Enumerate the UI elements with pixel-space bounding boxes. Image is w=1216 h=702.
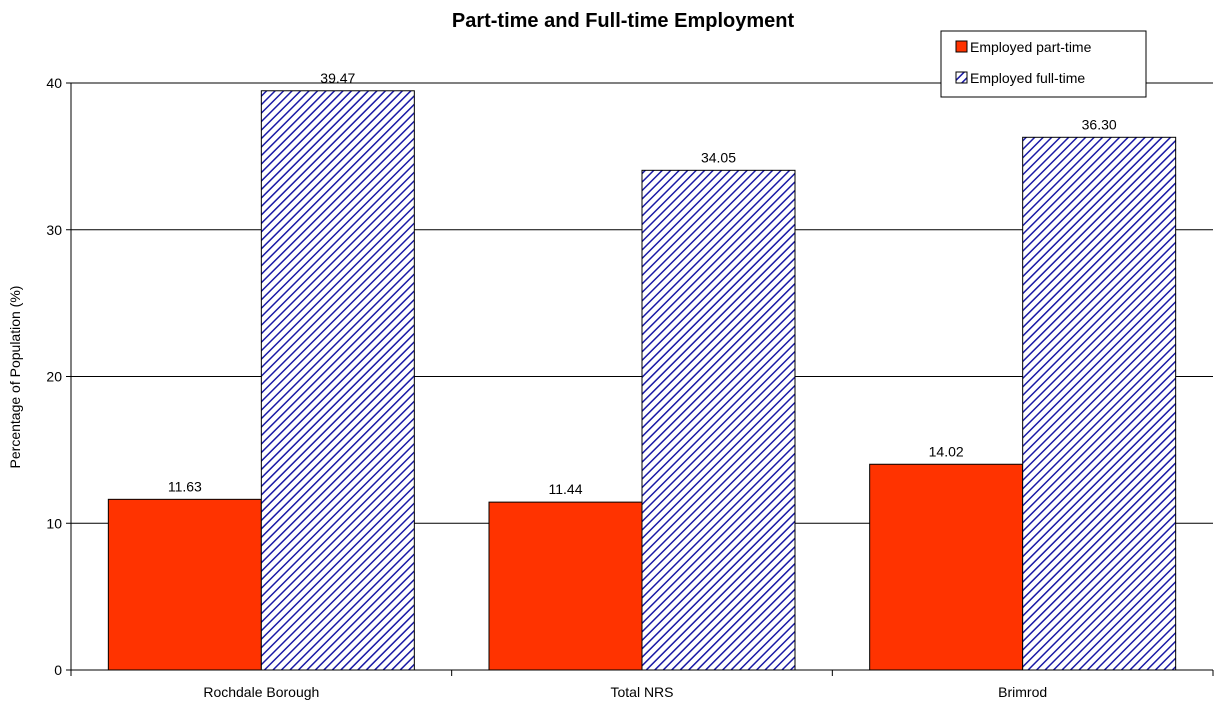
data-label: 39.47 <box>320 70 355 86</box>
category-label: Total NRS <box>610 684 673 700</box>
bar-part-time <box>107 498 262 671</box>
chart-legend: Employed part-time Employed full-time <box>940 30 1147 98</box>
bar-full-time <box>260 90 415 671</box>
y-axis-label: Percentage of Population (%) <box>7 286 23 469</box>
category-label: Rochdale Borough <box>203 684 319 700</box>
bar-part-time <box>869 463 1024 671</box>
y-tick-label: 0 <box>54 662 62 678</box>
legend-label-part-time: Employed part-time <box>970 39 1092 55</box>
legend-label-full-time: Employed full-time <box>970 70 1085 86</box>
data-label: 36.30 <box>1082 116 1117 132</box>
bar-full-time <box>1022 136 1177 671</box>
y-tick-label: 20 <box>46 369 62 385</box>
legend-swatch-full-time <box>955 71 968 84</box>
legend-box <box>940 30 1147 98</box>
bar-full-time <box>641 169 796 671</box>
chart-title: Part-time and Full-time Employment <box>452 10 795 32</box>
y-tick-label: 30 <box>46 222 62 238</box>
bar-part-time <box>488 501 643 671</box>
data-label: 34.05 <box>701 149 736 165</box>
category-label: Brimrod <box>998 684 1047 700</box>
data-label: 11.63 <box>168 478 202 494</box>
y-tick-label: 40 <box>46 75 62 91</box>
data-label: 14.02 <box>929 443 964 459</box>
data-label: 11.44 <box>549 481 583 497</box>
legend-swatch-part-time <box>955 40 968 53</box>
y-tick-label: 10 <box>46 515 62 531</box>
